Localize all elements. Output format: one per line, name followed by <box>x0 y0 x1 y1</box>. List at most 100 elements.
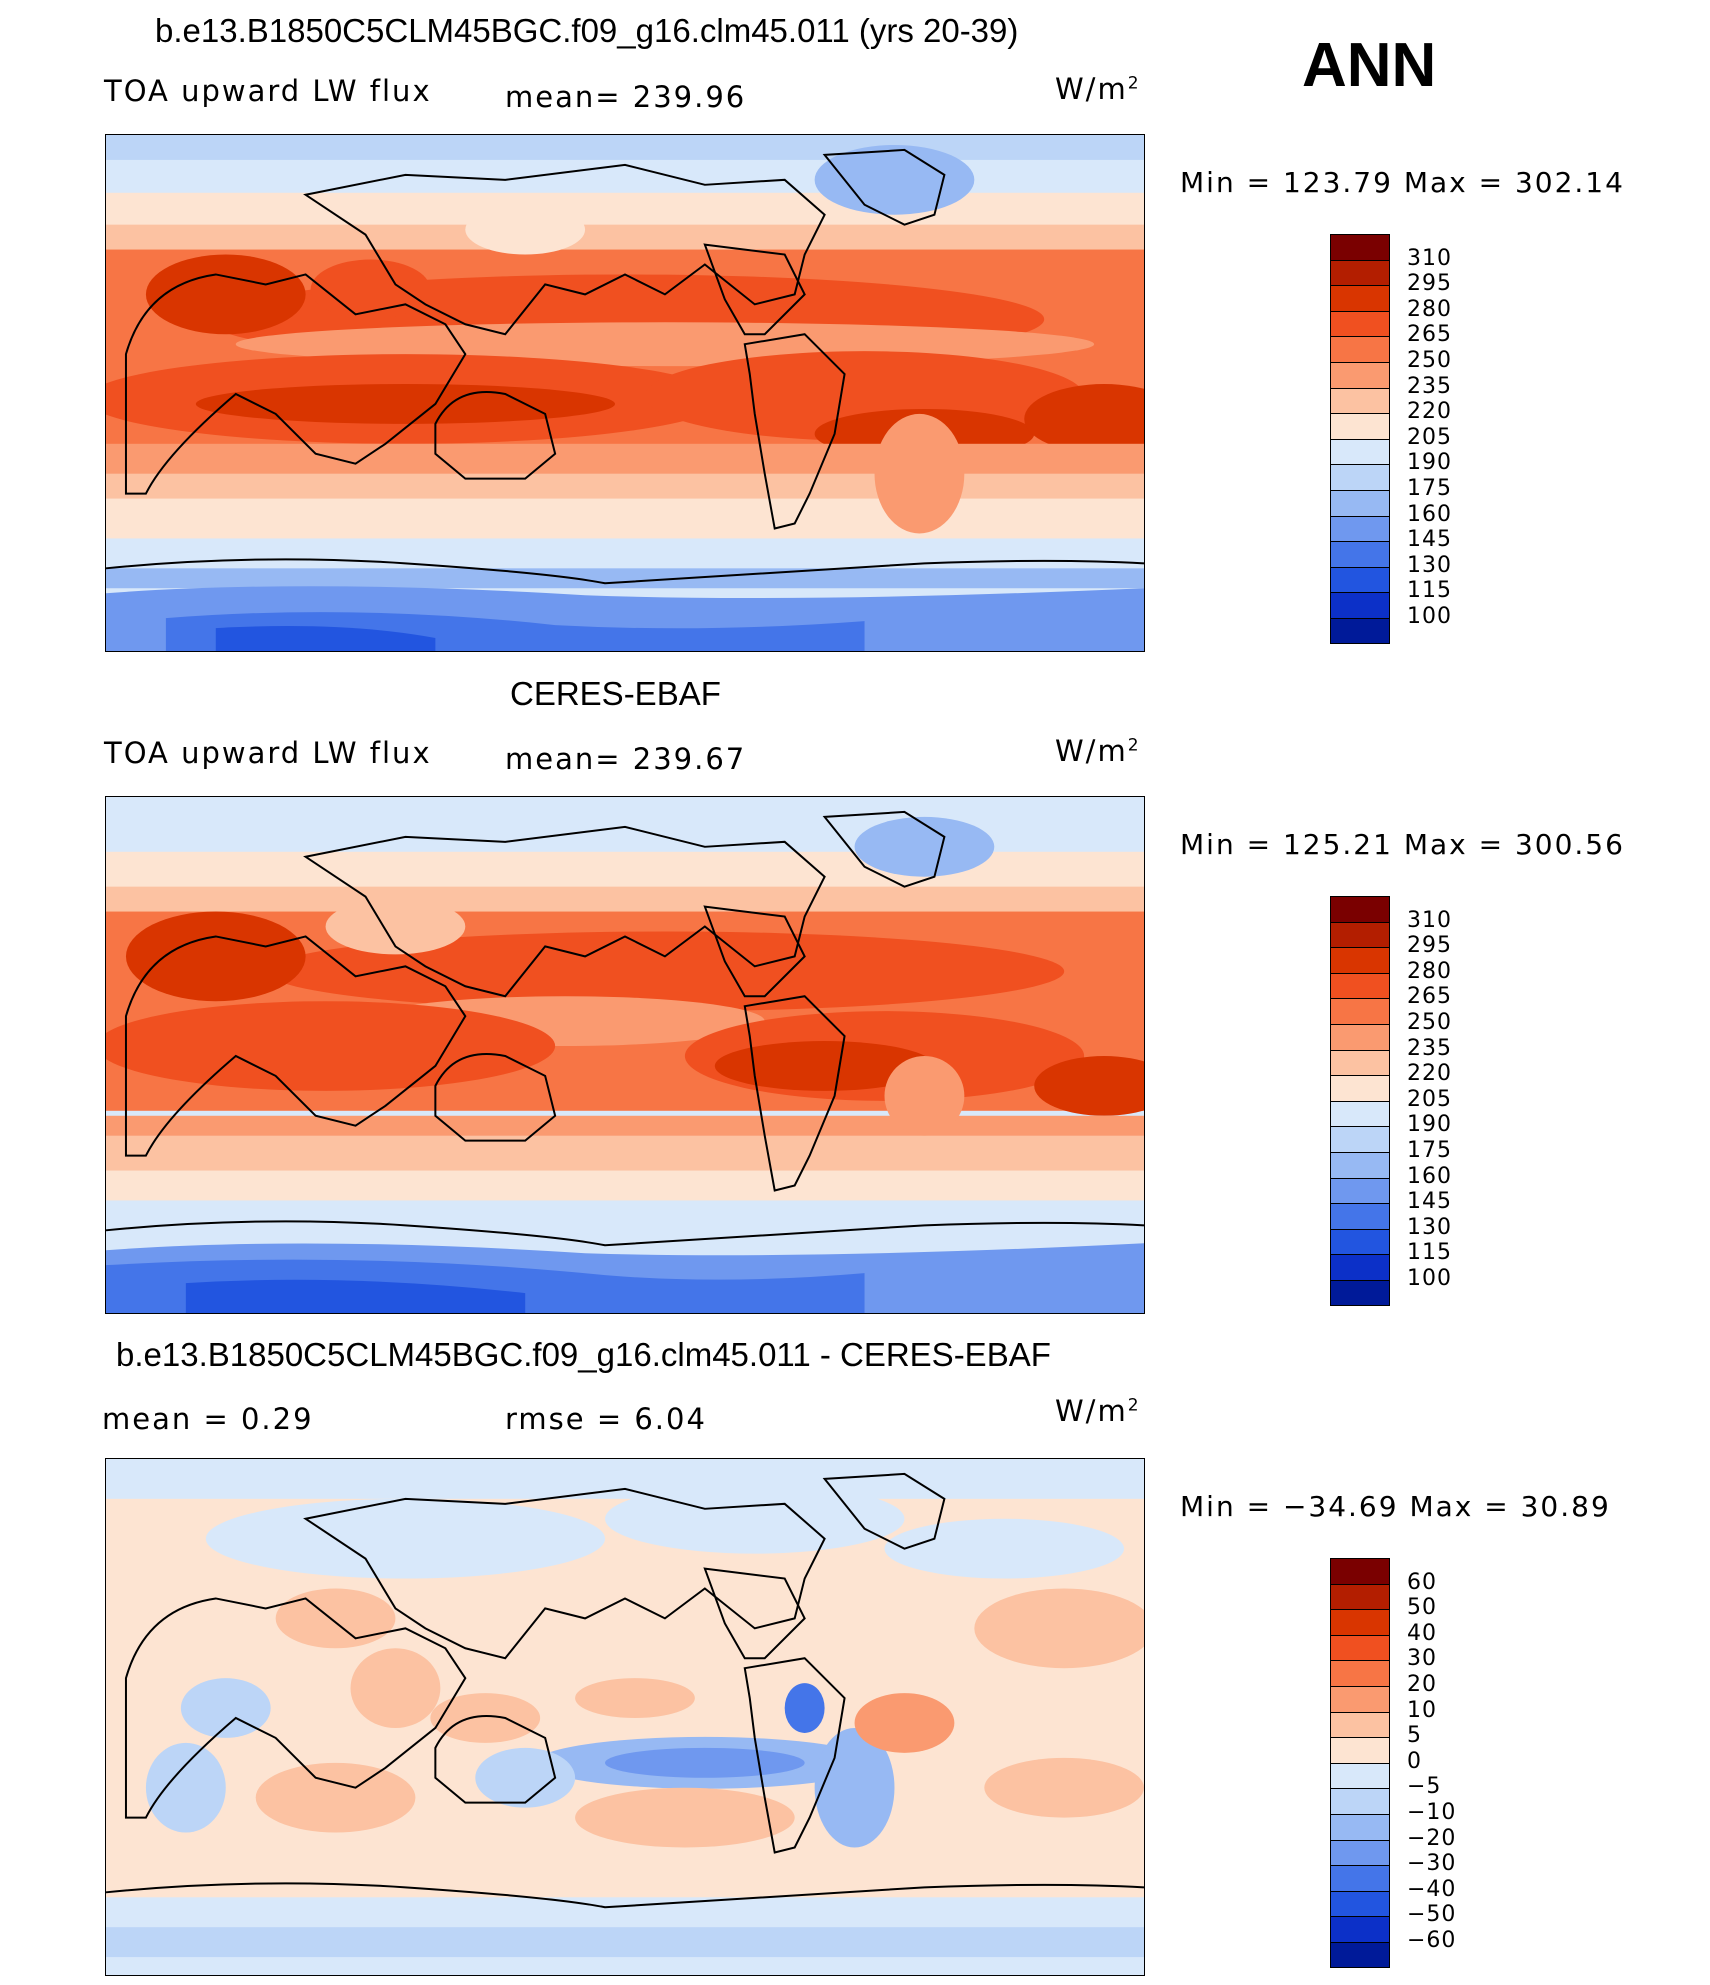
colorbar-tick-label: 60 <box>1407 1569 1437 1595</box>
colorbar-swatch <box>1330 1865 1390 1891</box>
colorbar-swatch <box>1330 998 1390 1024</box>
colorbar-tick-label: 30 <box>1407 1646 1437 1672</box>
colorbar-tick-label: 5 <box>1407 1723 1422 1749</box>
obs-panel-title: CERES-EBAF <box>510 675 721 712</box>
colorbar-tick-label: 295 <box>1407 271 1452 297</box>
obs-mean-label: mean= 239.67 <box>505 742 747 776</box>
colorbar-swatch <box>1330 1100 1390 1127</box>
colorbar-swatch <box>1330 947 1390 973</box>
colorbar-swatch <box>1330 1023 1390 1050</box>
colorbar-tick-label: −5 <box>1407 1774 1442 1800</box>
model-mean-label: mean= 239.96 <box>505 80 747 114</box>
colorbar-swatch <box>1330 1279 1390 1306</box>
colorbar-swatch <box>1330 1583 1390 1610</box>
colorbar-tick-label: 235 <box>1407 1035 1452 1061</box>
colorbar-tick-label: 265 <box>1407 322 1452 348</box>
colorbar-swatch <box>1330 234 1390 260</box>
colorbar-swatch <box>1330 1839 1390 1866</box>
colorbar-tick-label: 175 <box>1407 476 1452 501</box>
colorbar-tick-label: −20 <box>1407 1825 1457 1851</box>
colorbar-swatch <box>1330 1203 1390 1229</box>
colorbar-swatch <box>1330 1126 1390 1152</box>
diff-rmse-label: rmse = 6.04 <box>505 1402 707 1436</box>
colorbar-swatch <box>1330 1228 1390 1255</box>
diff-mean-label: mean = 0.29 <box>102 1402 314 1436</box>
obs-unit-label: W/m2 <box>1055 734 1141 768</box>
colorbar-swatch <box>1330 896 1390 922</box>
colorbar-swatch <box>1330 1890 1390 1917</box>
colorbar-swatch <box>1330 1049 1390 1076</box>
colorbar-tick-label: 40 <box>1407 1620 1437 1646</box>
season-label: ANN <box>1302 31 1437 100</box>
obs-minmax-label: Min = 125.21 Max = 300.56 <box>1180 828 1625 861</box>
colorbar-tick-label: 310 <box>1407 907 1452 933</box>
colorbar-swatch <box>1330 1151 1390 1178</box>
colorbar-swatch <box>1330 541 1390 567</box>
colorbar-swatch <box>1330 285 1390 311</box>
colorbar-swatch <box>1330 1813 1390 1840</box>
colorbar-swatch <box>1330 1788 1390 1814</box>
colorbar-swatch <box>1330 1685 1390 1712</box>
colorbar-tick-label: 20 <box>1407 1672 1437 1697</box>
colorbar-swatch <box>1330 617 1390 644</box>
colorbar-tick-label: 310 <box>1407 245 1452 271</box>
colorbar-tick-label: −30 <box>1407 1851 1457 1877</box>
colorbar-tick-label: 175 <box>1407 1138 1452 1163</box>
colorbar-tick-label: −10 <box>1407 1800 1457 1825</box>
colorbar-tick-label: 145 <box>1407 527 1452 553</box>
colorbar-tick-label: 265 <box>1407 984 1452 1010</box>
colorbar-tick-label: 190 <box>1407 1112 1452 1138</box>
colorbar-swatch <box>1330 1558 1390 1584</box>
colorbar-swatch <box>1330 566 1390 593</box>
colorbar-swatch <box>1330 489 1390 516</box>
colorbar-swatch <box>1330 1660 1390 1686</box>
model-variable-label: TOA upward LW flux <box>104 74 432 108</box>
model-map <box>105 134 1145 652</box>
colorbar-swatch <box>1330 1254 1390 1280</box>
colorbar-swatch <box>1330 972 1390 999</box>
colorbar-tick-label: 205 <box>1407 1086 1452 1112</box>
colorbar-tick-label: 295 <box>1407 933 1452 959</box>
colorbar-swatch <box>1330 1177 1390 1204</box>
colorbar-swatch <box>1330 1941 1390 1968</box>
colorbar-swatch <box>1330 387 1390 414</box>
colorbar-tick-label: 250 <box>1407 348 1452 373</box>
colorbar-tick-label: 235 <box>1407 373 1452 399</box>
colorbar-tick-label: 100 <box>1407 1266 1452 1291</box>
colorbar-swatch <box>1330 592 1390 618</box>
colorbar-swatch <box>1330 361 1390 388</box>
colorbar-tick-label: −40 <box>1407 1876 1457 1902</box>
colorbar-tick-label: 50 <box>1407 1595 1437 1621</box>
obs-colorbar <box>1330 896 1392 1306</box>
colorbar-tick-label: 10 <box>1407 1697 1437 1723</box>
colorbar-tick-label: 0 <box>1407 1748 1422 1774</box>
colorbar-swatch <box>1330 1634 1390 1661</box>
colorbar-swatch <box>1330 336 1390 362</box>
diff-map <box>105 1458 1145 1976</box>
colorbar-tick-label: −60 <box>1407 1928 1457 1953</box>
colorbar-tick-label: 160 <box>1407 1163 1452 1189</box>
colorbar-swatch <box>1330 1762 1390 1789</box>
colorbar-tick-label: 220 <box>1407 399 1452 425</box>
diff-minmax-label: Min = −34.69 Max = 30.89 <box>1180 1490 1611 1523</box>
colorbar-swatch <box>1330 921 1390 948</box>
colorbar-swatch <box>1330 464 1390 490</box>
colorbar-swatch <box>1330 1609 1390 1635</box>
colorbar-swatch <box>1330 259 1390 286</box>
colorbar-swatch <box>1330 1075 1390 1101</box>
colorbar-tick-label: 280 <box>1407 958 1452 984</box>
model-unit-label: W/m2 <box>1055 72 1141 106</box>
colorbar-tick-label: 130 <box>1407 552 1452 578</box>
colorbar-tick-label: 160 <box>1407 501 1452 527</box>
colorbar-tick-label: 205 <box>1407 424 1452 450</box>
colorbar-swatch <box>1330 1737 1390 1763</box>
obs-variable-label: TOA upward LW flux <box>104 736 432 770</box>
colorbar-tick-label: 220 <box>1407 1061 1452 1087</box>
colorbar-swatch <box>1330 515 1390 542</box>
model-colorbar <box>1330 234 1392 644</box>
colorbar-tick-label: −50 <box>1407 1902 1457 1928</box>
model-panel-title: b.e13.B1850C5CLM45BGC.f09_g16.clm45.011 … <box>155 12 1019 49</box>
colorbar-tick-label: 100 <box>1407 604 1452 629</box>
colorbar-swatch <box>1330 1711 1390 1738</box>
model-minmax-label: Min = 123.79 Max = 302.14 <box>1180 166 1625 199</box>
